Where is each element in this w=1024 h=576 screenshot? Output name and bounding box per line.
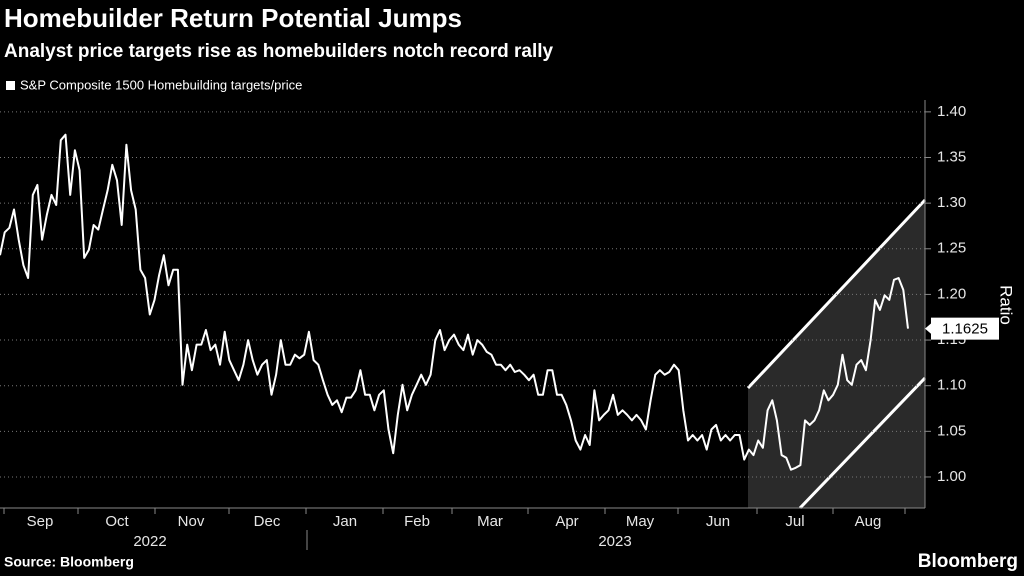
y-tick-label: 1.40 <box>937 103 966 120</box>
last-value-pointer <box>925 322 932 335</box>
legend-label: S&P Composite 1500 Homebuilding targets/… <box>20 77 302 92</box>
x-tick-label: Oct <box>105 513 129 530</box>
series-line <box>0 133 909 471</box>
brand: Bloomberg <box>918 551 1018 572</box>
y-axis-label: Ratio <box>997 285 1016 325</box>
x-group-label: 2023 <box>598 533 631 550</box>
x-tick-label: Jun <box>706 513 730 530</box>
x-tick-label: Sep <box>27 513 54 530</box>
x-tick-label: Jul <box>785 513 804 530</box>
y-tick-label: 1.35 <box>937 148 966 165</box>
x-tick-label: Feb <box>404 513 430 530</box>
y-tick-label: 1.30 <box>937 194 966 211</box>
x-tick-label: Nov <box>178 513 205 530</box>
channel-lower <box>798 376 927 510</box>
y-tick-label: 1.00 <box>937 468 966 485</box>
x-tick-label: Aug <box>855 513 882 530</box>
chart-title: Homebuilder Return Potential Jumps <box>4 3 462 33</box>
legend-swatch <box>6 81 15 90</box>
source: Source: Bloomberg <box>4 554 134 570</box>
y-tick-label: 1.10 <box>937 377 966 394</box>
chart-subtitle: Analyst price targets rise as homebuilde… <box>4 41 554 62</box>
x-group-label: 2022 <box>133 533 166 550</box>
x-tick-label: May <box>626 513 655 530</box>
y-tick-label: 1.25 <box>937 240 966 257</box>
x-tick-label: Dec <box>254 513 281 530</box>
channel-shade <box>748 200 925 508</box>
x-tick-label: Jan <box>333 513 357 530</box>
y-tick-label: 1.20 <box>937 285 966 302</box>
x-tick-label: Mar <box>477 513 503 530</box>
last-value-box <box>931 317 999 340</box>
x-tick-label: Apr <box>555 513 578 530</box>
y-tick-label: 1.05 <box>937 422 966 439</box>
last-value-label: 1.1625 <box>942 321 988 338</box>
